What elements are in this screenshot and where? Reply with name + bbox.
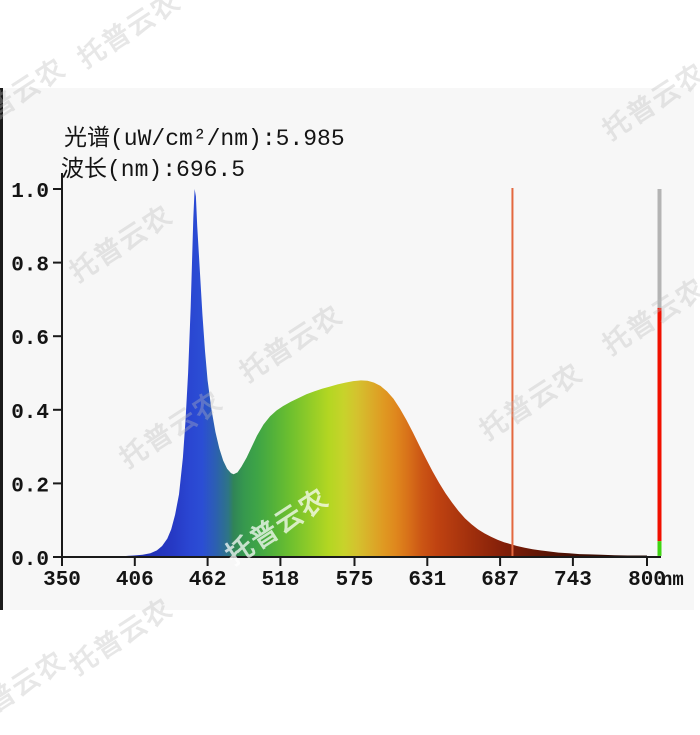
y-tick-label: 1.0 xyxy=(11,181,49,204)
x-tick-label: 350 xyxy=(43,569,81,592)
x-tick-label: 575 xyxy=(336,569,374,592)
x-tick-label: 518 xyxy=(261,569,299,592)
x-tick-label: 687 xyxy=(481,569,519,592)
y-tick-label: 0.2 xyxy=(11,475,49,498)
x-axis-unit: nm xyxy=(661,569,684,591)
x-tick-label: 406 xyxy=(116,569,154,592)
right-edge-bar-segment-2 xyxy=(657,541,662,556)
y-tick-label: 0.8 xyxy=(11,255,49,278)
x-tick-label: 800 xyxy=(628,569,666,592)
right-edge-bar-segment-1 xyxy=(657,307,662,542)
right-edge-bar-segment-0 xyxy=(657,189,662,308)
y-tick-label: 0.0 xyxy=(11,549,49,572)
x-tick-label: 462 xyxy=(189,569,227,592)
spectrum-area xyxy=(62,189,647,557)
x-tick-label: 631 xyxy=(408,569,446,592)
wavelength-readout: 波长(nm):696.5 xyxy=(61,157,246,183)
y-tick-label: 0.6 xyxy=(11,328,49,351)
x-tick-label: 743 xyxy=(554,569,592,592)
spectral-value-readout: 光谱(uW/cm²/nm):5.985 xyxy=(64,126,345,152)
y-tick-label: 0.4 xyxy=(11,402,49,425)
